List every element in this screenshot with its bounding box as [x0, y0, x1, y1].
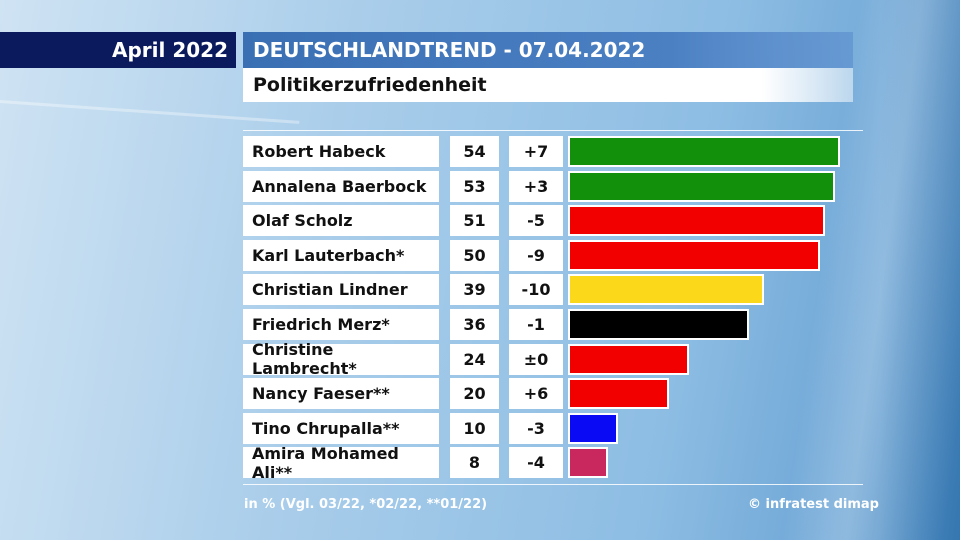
- approval-change: -10: [509, 274, 563, 306]
- chart-row: Tino Chrupalla** 10 -3: [243, 412, 863, 444]
- chart-row: Christian Lindner 39 -10: [243, 274, 863, 306]
- chart-row: Karl Lauterbach* 50 -9: [243, 239, 863, 271]
- approval-change: -1: [509, 309, 563, 340]
- politician-name: Christine Lambrecht*: [243, 340, 439, 378]
- chart-row: Olaf Scholz 51 -5: [243, 205, 863, 237]
- approval-change: -4: [509, 447, 563, 479]
- footnote: in % (Vgl. 03/22, *02/22, **01/22): [244, 497, 488, 512]
- background-line: [0, 100, 300, 124]
- approval-bar: [568, 136, 840, 167]
- approval-value: 20: [450, 378, 499, 410]
- politician-name: Christian Lindner: [243, 274, 439, 306]
- approval-change: -9: [509, 239, 563, 271]
- politician-name: Nancy Faeser**: [243, 378, 439, 410]
- approval-change: ±0: [509, 343, 563, 375]
- approval-value: 54: [450, 136, 499, 167]
- approval-value: 51: [450, 205, 499, 237]
- approval-bar: [568, 239, 820, 271]
- top-divider: [243, 130, 863, 131]
- approval-bar: [568, 205, 825, 237]
- approval-value: 53: [450, 170, 499, 202]
- approval-change: -3: [509, 412, 563, 444]
- source-credit: © infratest dimap: [748, 497, 879, 512]
- approval-bar: [568, 274, 764, 306]
- politician-name: Annalena Baerbock: [243, 170, 439, 202]
- chart-row: Annalena Baerbock 53 +3: [243, 170, 863, 202]
- approval-value: 50: [450, 239, 499, 271]
- date-label: April 2022: [0, 32, 236, 68]
- approval-change: +7: [509, 136, 563, 167]
- approval-bar: [568, 447, 608, 479]
- politician-name: Tino Chrupalla**: [243, 412, 439, 444]
- approval-change: +6: [509, 378, 563, 410]
- approval-bar: [568, 309, 749, 340]
- approval-bar: [568, 170, 835, 202]
- politician-name: Karl Lauterbach*: [243, 239, 439, 271]
- chart-row: Christine Lambrecht* 24 ±0: [243, 340, 863, 378]
- approval-value: 8: [450, 447, 499, 479]
- approval-value: 36: [450, 309, 499, 340]
- approval-bar: [568, 412, 618, 444]
- chart-row: Friedrich Merz* 36 -1: [243, 309, 863, 340]
- background-shade: [880, 0, 960, 540]
- approval-value: 10: [450, 412, 499, 444]
- chart-subtitle: Politikerzufriedenheit: [243, 68, 853, 102]
- chart-row: Robert Habeck 54 +7: [243, 136, 863, 167]
- approval-change: +3: [509, 170, 563, 202]
- approval-bar: [568, 378, 669, 410]
- approval-value: 39: [450, 274, 499, 306]
- politician-name: Amira Mohamed Ali**: [243, 444, 439, 482]
- approval-value: 24: [450, 343, 499, 375]
- approval-change: -5: [509, 205, 563, 237]
- politician-name: Olaf Scholz: [243, 205, 439, 237]
- chart-row: Amira Mohamed Ali** 8 -4: [243, 444, 863, 482]
- chart-title: DEUTSCHLANDTREND - 07.04.2022: [243, 32, 853, 68]
- chart-row: Nancy Faeser** 20 +6: [243, 378, 863, 410]
- politician-name: Robert Habeck: [243, 136, 439, 167]
- approval-bar: [568, 343, 689, 375]
- bottom-divider: [243, 484, 863, 485]
- politician-name: Friedrich Merz*: [243, 309, 439, 340]
